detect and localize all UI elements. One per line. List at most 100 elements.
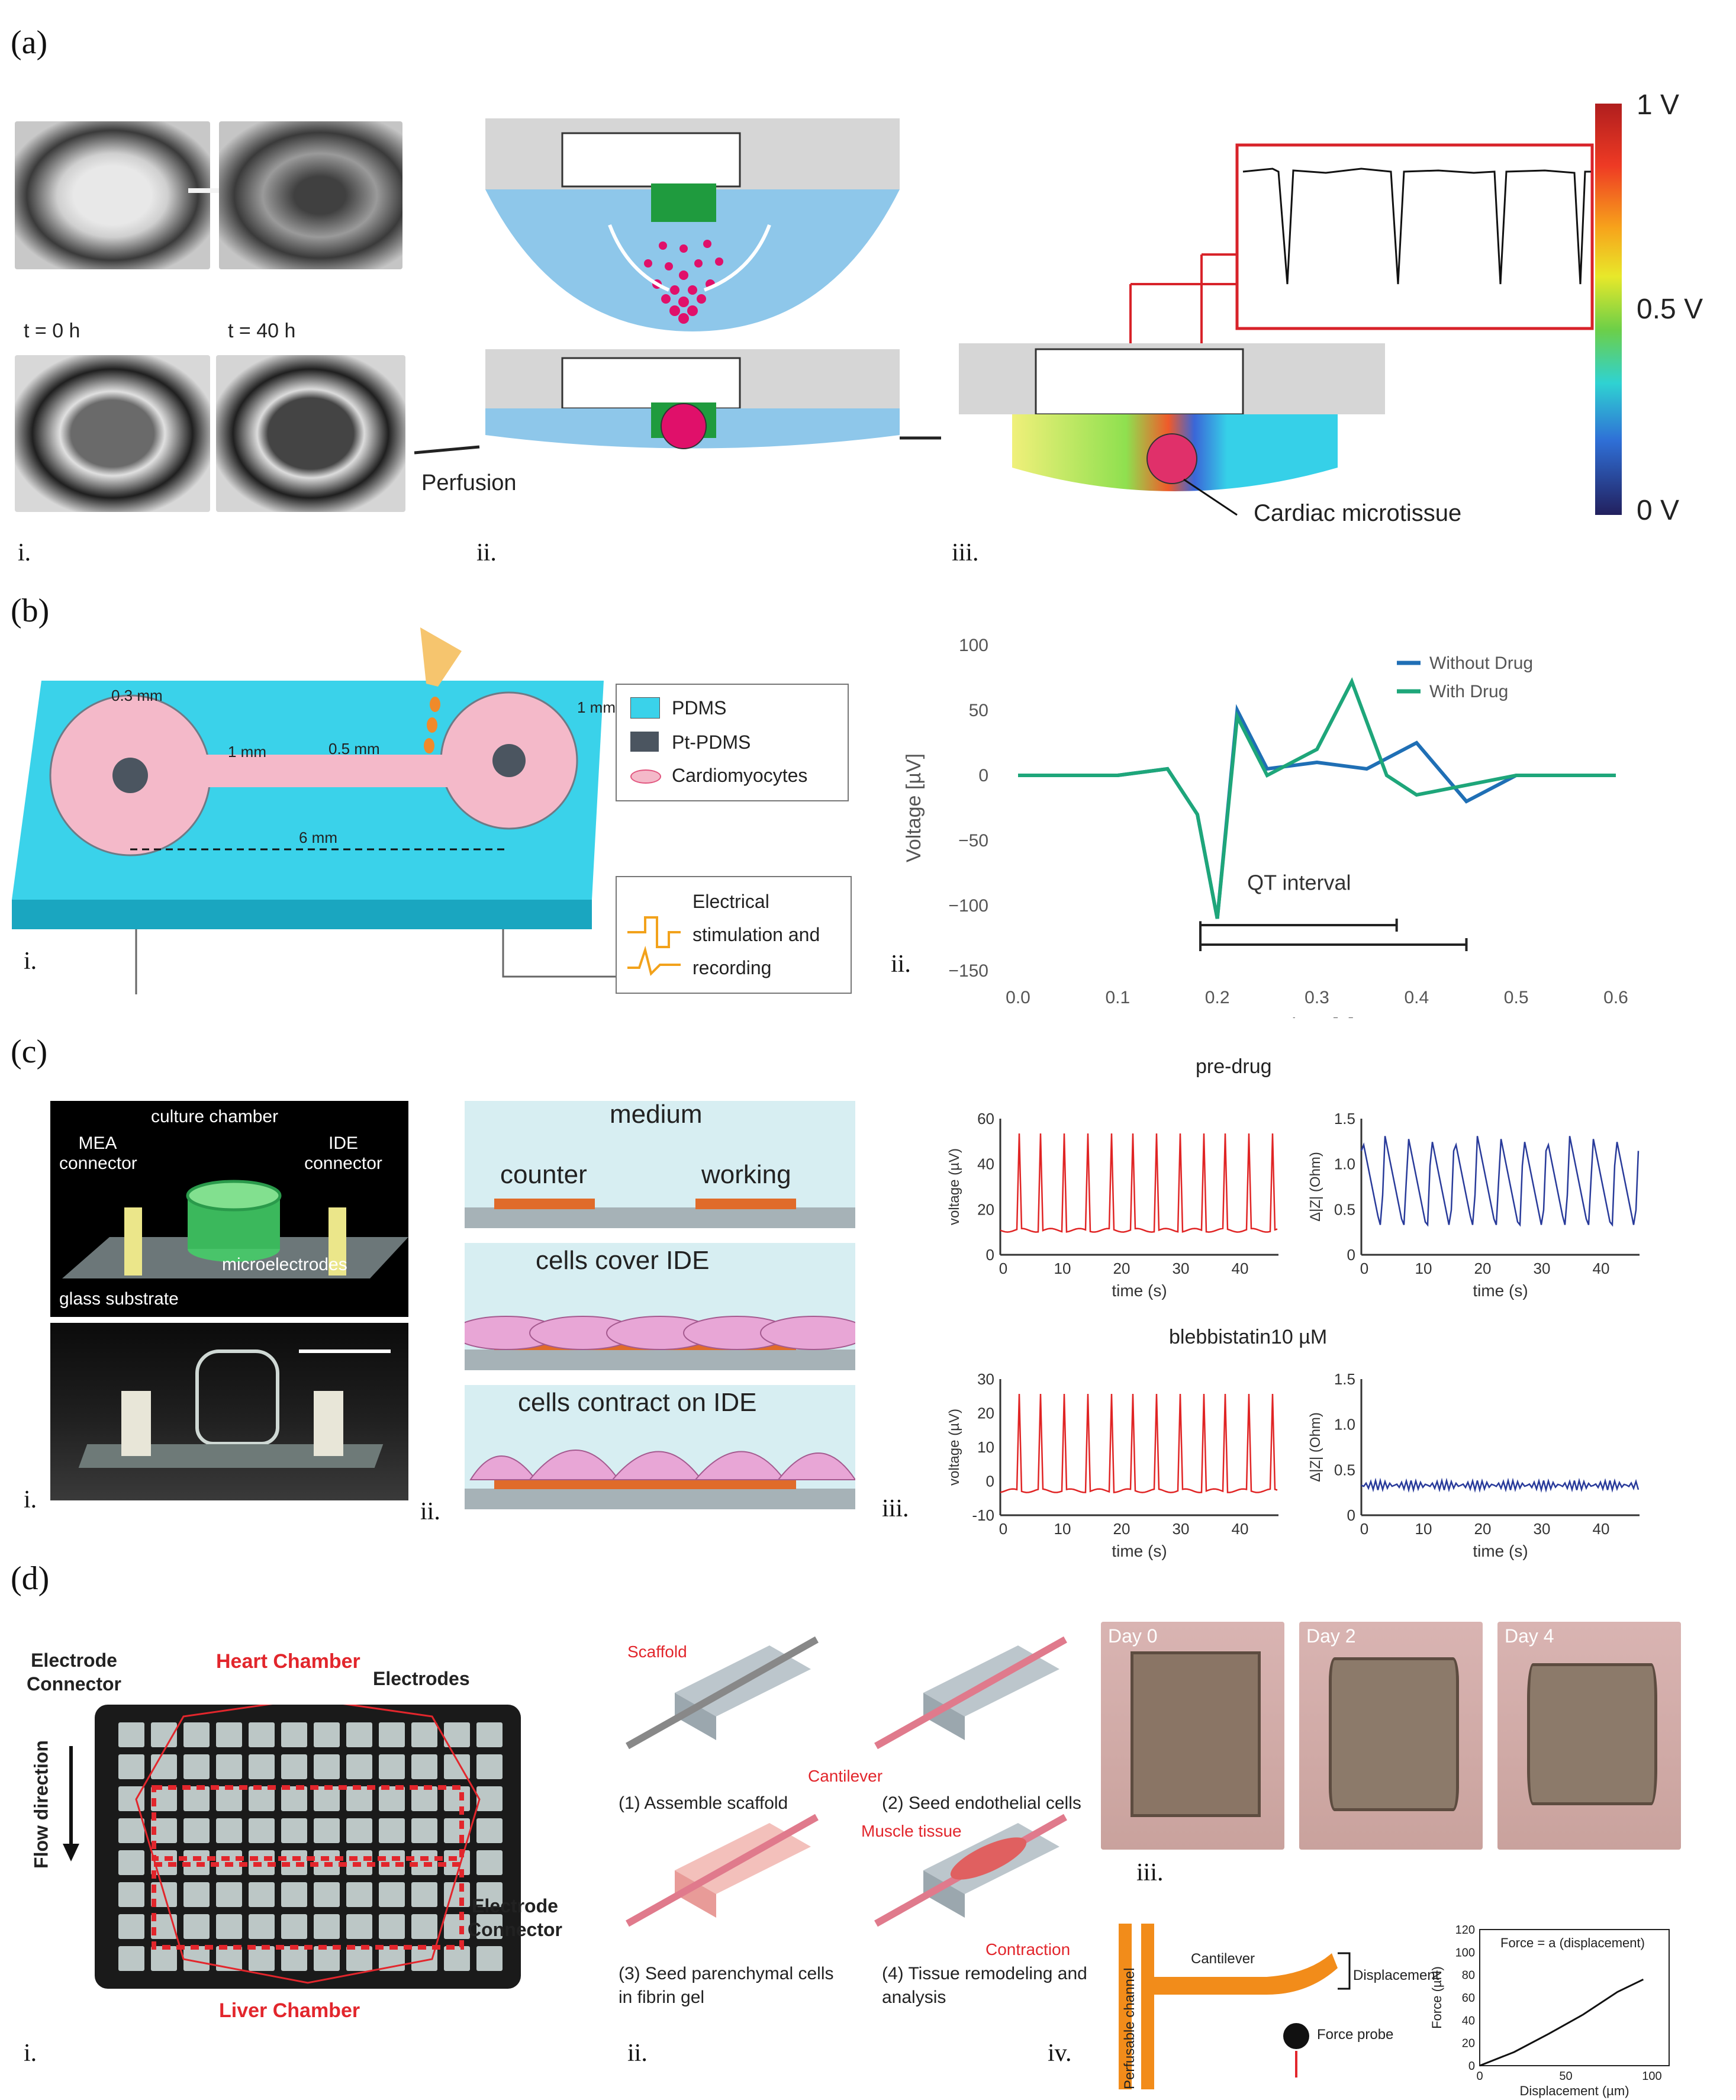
pdms-swatch [630, 697, 660, 719]
plate-well [411, 1786, 437, 1811]
substrate-3 [465, 1489, 855, 1509]
y-tick-label: 100 [959, 636, 988, 655]
plate-well [118, 1722, 144, 1747]
plate-well [314, 1818, 340, 1843]
plate-well [411, 1818, 437, 1843]
x-tick-label: 0.1 [1105, 988, 1130, 1007]
electrode-connector-left: Electrode Connector [27, 1650, 121, 1695]
pre-drug-title: pre-drug [1196, 1055, 1272, 1078]
panel-a-sub-i: i. [18, 539, 31, 566]
plate-well [444, 1722, 470, 1747]
liver-chamber-outline [152, 1862, 464, 1950]
plate-well [411, 1882, 437, 1907]
time-axis-label: time (s) [1473, 1281, 1528, 1300]
plate-well [216, 1786, 242, 1811]
perfusion-label: Perfusion [421, 471, 517, 495]
flow-direction-label: Flow direction [30, 1740, 52, 1869]
force-title: Force = a (displacement) [1500, 1935, 1645, 1950]
day-4-label: Day 4 [1505, 1625, 1554, 1647]
label-cells-cover: cells cover IDE [536, 1246, 710, 1275]
cell-cluster [644, 240, 723, 324]
trace-y-label: Δ|Z| (Ohm) [1307, 1152, 1323, 1222]
pt-pdms-swatch [630, 732, 659, 752]
trace-line-2 [1000, 1393, 1278, 1494]
cardiac-microtissue-label: Cardiac microtissue [1254, 500, 1462, 526]
droplets [424, 697, 440, 753]
colorbar [1595, 104, 1622, 515]
qt-interval-chart: 100 50 0 −50 −100 −150 0.0 0.1 0.2 0.3 0.4 0.5 0.6 Vo… [903, 636, 1628, 1018]
tick-label: 20 [1474, 1520, 1492, 1538]
trace-line-1 [1360, 1136, 1640, 1227]
step-3-render [626, 1814, 819, 1927]
device-window [1035, 348, 1244, 416]
label-counter: counter [500, 1160, 587, 1189]
step-4-label: (4) Tissue remodeling and [882, 1964, 1087, 1983]
panel-b-sub-i: i. [24, 948, 37, 975]
tick-label: 1.0 [1334, 1155, 1355, 1173]
tick-label: 30 [1534, 1260, 1551, 1277]
plate-well [151, 1786, 177, 1811]
plate-well [249, 1722, 275, 1747]
tick-label: 10 [1054, 1520, 1071, 1538]
cardiomyocyte-icon [630, 769, 661, 784]
ide-connector [328, 1207, 346, 1276]
tissue-pointer [1183, 478, 1238, 516]
plate-well [444, 1786, 470, 1811]
force-y-tick: 20 [1462, 2037, 1475, 2050]
plate-well [118, 1882, 144, 1907]
plate-well [281, 1818, 307, 1843]
label-cells-contract: cells contract on IDE [518, 1388, 757, 1417]
legend-pt-pdms: Pt-PDMS [672, 732, 751, 753]
plate-well [249, 1786, 275, 1811]
panel-c-sub-i: i. [24, 1486, 37, 1513]
micrograph-bottom-left [15, 355, 210, 512]
panel-d-label: (d) [11, 1560, 50, 1597]
plate-well [216, 1754, 242, 1779]
day-0-label: Day 0 [1108, 1625, 1158, 1647]
trace-y-label: Δ|Z| (Ohm) [1307, 1412, 1323, 1482]
tick-label: 0 [1360, 1260, 1368, 1277]
y-tick-label: −100 [948, 896, 988, 916]
colorbar-max: 1 V [1637, 89, 1680, 121]
plate-well [444, 1818, 470, 1843]
arrow-right-icon [188, 188, 241, 193]
force-y-label: Force (µN) [1429, 1966, 1444, 2029]
plate-well [314, 1786, 340, 1811]
tick-label: 10 [977, 1438, 994, 1456]
day-0-tissue [1131, 1651, 1261, 1817]
plate-well [216, 1818, 242, 1843]
plate-well [183, 1882, 210, 1907]
panel-d-sub-iii: iii. [1136, 1859, 1164, 1886]
plate-well [314, 1914, 340, 1939]
plate-grid [118, 1705, 503, 1984]
perfusable-channel-label: Perfusable channel [1122, 1967, 1138, 2089]
dim-05mm: 0.5 mm [328, 740, 380, 758]
x-tick-label: 0.6 [1603, 988, 1628, 1007]
trace-y-label: voltage (µV) [947, 1148, 962, 1225]
post-drug-title: blebbistatin10 µM [1169, 1326, 1328, 1348]
plate-well [118, 1754, 144, 1779]
substrate-1 [465, 1207, 855, 1228]
contraction-label: Contraction [985, 1940, 1071, 1959]
step-4b-label: analysis [882, 1988, 946, 2007]
potential-field-schematic [959, 143, 1594, 516]
fabrication-steps [626, 1636, 1067, 1927]
trace-line-3 [1361, 1477, 1640, 1493]
time-axis-label: time (s) [1473, 1542, 1528, 1560]
tick-label: 20 [1113, 1260, 1131, 1277]
plate-well [118, 1946, 144, 1971]
leader-line [135, 929, 137, 994]
x-tick-label: 0.3 [1305, 988, 1329, 1007]
dim-1mm-right: 1 mm [577, 698, 616, 716]
plate-well [281, 1754, 307, 1779]
device-window-bottom [561, 357, 741, 410]
step-2-label: (2) Seed endothelial cells [882, 1793, 1081, 1813]
plate-well [314, 1882, 340, 1907]
tick-label: 0.5 [1334, 1200, 1355, 1218]
tick-label: 30 [1534, 1520, 1551, 1538]
plate-well [216, 1914, 242, 1939]
panel-d-sub-i: i. [24, 2040, 37, 2067]
cantilever-label: Cantilever [808, 1767, 883, 1785]
plate-well [476, 1946, 503, 1971]
panel-b-sub-ii: ii. [891, 951, 911, 978]
